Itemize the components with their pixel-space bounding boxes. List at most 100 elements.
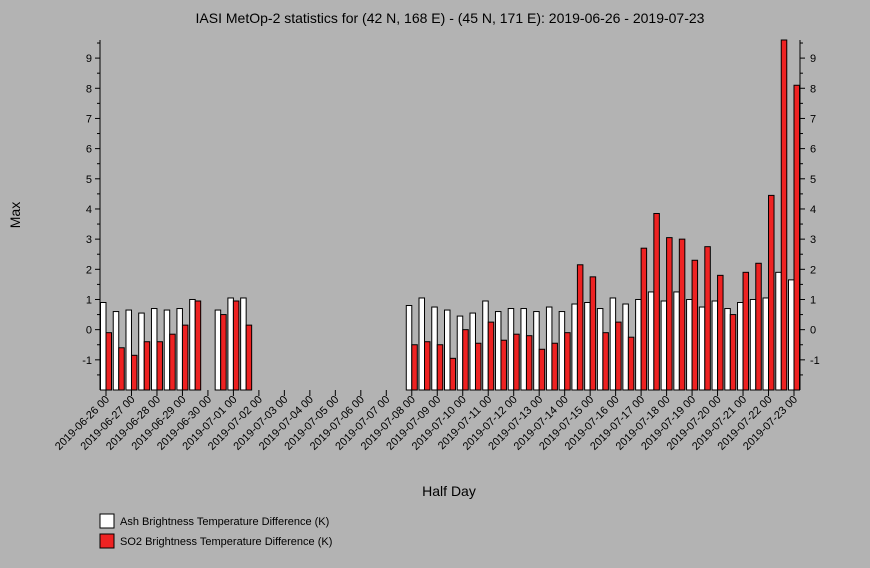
so2-bar xyxy=(589,276,597,391)
ash-bar xyxy=(622,303,629,391)
ash-bar xyxy=(469,312,476,391)
so2-bar xyxy=(232,300,240,391)
ash-bar xyxy=(673,291,680,391)
ash-bar xyxy=(533,311,540,391)
y-tick-label-left: 6 xyxy=(86,144,92,156)
so2-bar xyxy=(525,335,533,391)
ash-bar xyxy=(775,271,782,391)
ash-bar xyxy=(571,303,578,391)
so2-bar xyxy=(755,262,762,391)
so2-bar xyxy=(742,271,750,391)
y-tick-label-right: 1 xyxy=(810,294,816,306)
ash-bar xyxy=(227,297,234,391)
y-tick-label-right: 2 xyxy=(810,264,816,276)
y-tick-label-right: 0 xyxy=(810,325,816,337)
y-tick-label-left: 3 xyxy=(86,234,92,246)
y-tick-label-right: 5 xyxy=(810,174,816,186)
ash-bar xyxy=(737,302,744,391)
so2-bar xyxy=(717,274,724,391)
y-tick-label-left: 9 xyxy=(86,53,92,65)
ash-bar xyxy=(444,309,451,391)
y-tick-label-left: -1 xyxy=(82,355,92,367)
y-tick-label-left: 8 xyxy=(86,83,92,95)
so2-bar xyxy=(169,333,176,391)
y-tick-label-right: 4 xyxy=(810,204,816,216)
so2-bar xyxy=(500,339,507,391)
ash-bar xyxy=(163,309,171,391)
so2-bar xyxy=(538,348,546,391)
ash-bar xyxy=(711,300,719,391)
so2-bar xyxy=(181,324,189,391)
ash-bar xyxy=(596,308,604,391)
ash-bar xyxy=(431,306,438,391)
ash-bar xyxy=(686,298,693,391)
ash-bar xyxy=(698,306,706,391)
so2-bar xyxy=(576,264,584,391)
so2-bar xyxy=(704,246,711,391)
ash-bar xyxy=(138,312,145,391)
ash-bar xyxy=(788,279,795,391)
y-tick-label-left: 2 xyxy=(86,264,92,276)
y-tick-label-right: 9 xyxy=(810,53,816,65)
ash-bar xyxy=(647,291,655,391)
so2-bar xyxy=(627,336,635,391)
ash-bar xyxy=(762,297,770,391)
so2-bar xyxy=(666,237,673,391)
y-axis-label: Max xyxy=(7,202,23,228)
ash-bar xyxy=(189,298,196,391)
so2-bar xyxy=(564,332,571,391)
ash-bar xyxy=(214,309,222,391)
ash-bar xyxy=(724,308,731,391)
so2-bar xyxy=(462,329,469,391)
ash-bar xyxy=(545,306,553,391)
ash-bar xyxy=(456,315,464,391)
so2-bar xyxy=(678,238,686,391)
y-tick-label-right: -1 xyxy=(810,355,820,367)
so2-bar xyxy=(411,344,418,391)
y-tick-label-right: 6 xyxy=(810,144,816,156)
ash-bar xyxy=(520,308,527,391)
so2-bar xyxy=(615,321,622,391)
so2-bar xyxy=(449,357,456,391)
ash-bar xyxy=(405,305,413,391)
ash-bar xyxy=(176,308,183,391)
ash-bar xyxy=(418,297,426,391)
so2-bar xyxy=(793,84,800,391)
ash-bar xyxy=(635,298,642,391)
so2-bar xyxy=(487,321,495,391)
so2-bar xyxy=(513,333,520,391)
x-axis-label: Half Day xyxy=(422,483,476,499)
so2-bar xyxy=(474,342,482,391)
y-tick-label-left: 0 xyxy=(86,325,92,337)
so2-bar xyxy=(691,259,699,391)
so2-bar xyxy=(424,341,431,391)
y-tick-label-right: 8 xyxy=(810,83,816,95)
so2-bar xyxy=(194,300,202,391)
y-tick-label-left: 5 xyxy=(86,174,92,186)
so2-bar xyxy=(768,194,775,391)
y-tick-label-left: 7 xyxy=(86,113,92,125)
ash-bar xyxy=(749,298,757,391)
legend-label-so2: SO2 Brightness Temperature Difference (K… xyxy=(120,536,332,548)
ash-bar xyxy=(609,297,617,391)
so2-bar xyxy=(156,341,163,391)
so2-bar xyxy=(118,347,125,391)
y-tick-label-right: 3 xyxy=(810,234,816,246)
ash-bar xyxy=(584,302,591,391)
so2-bar xyxy=(436,344,444,391)
ash-bar xyxy=(112,311,120,391)
chart-title: IASI MetOp-2 statistics for (42 N, 168 E… xyxy=(196,10,705,26)
ash-bar xyxy=(100,302,107,391)
legend-swatch-ash xyxy=(99,513,115,529)
so2-bar xyxy=(130,354,138,391)
ash-bar xyxy=(494,311,502,391)
ash-bar xyxy=(240,297,247,391)
legend-label-ash: Ash Brightness Temperature Difference (K… xyxy=(120,516,329,528)
so2-bar xyxy=(551,342,558,391)
so2-bar xyxy=(640,247,648,391)
ash-bar xyxy=(125,309,132,391)
so2-bar xyxy=(780,39,788,391)
